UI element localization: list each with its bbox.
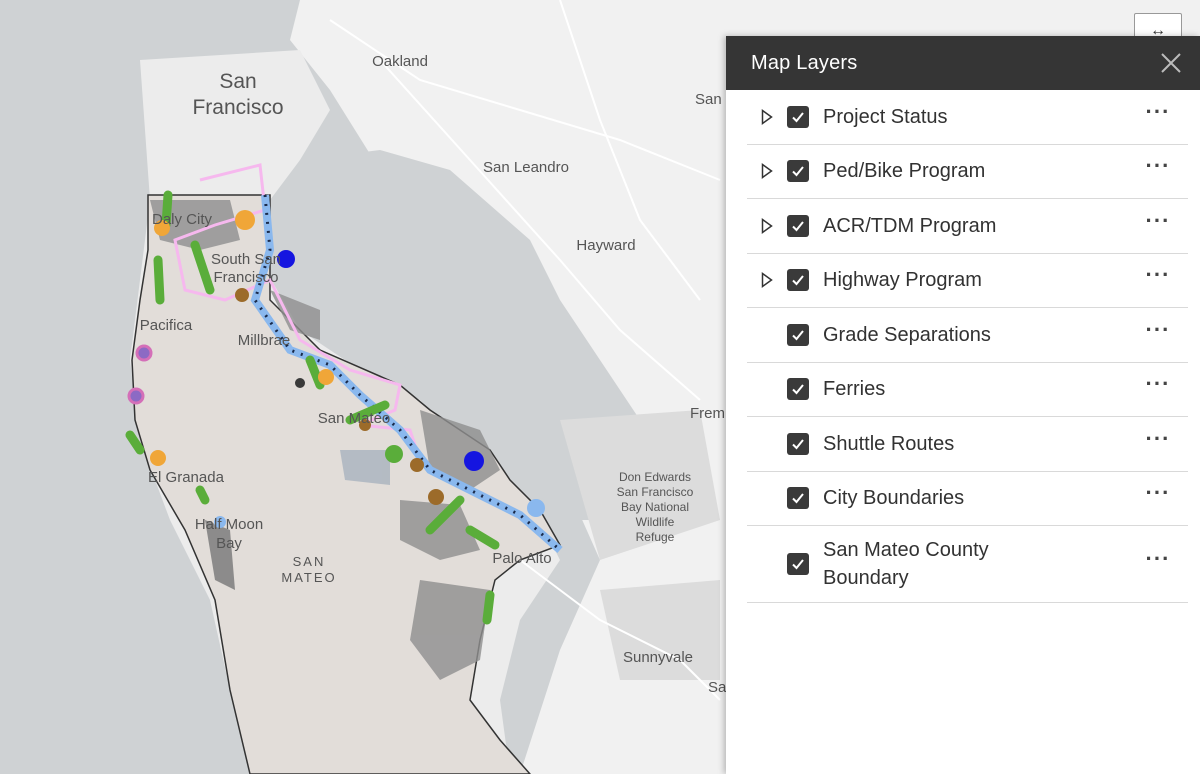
label-san-right: San <box>695 91 722 108</box>
label-el-granada: El Granada <box>148 469 225 486</box>
label-oakland: Oakland <box>372 53 428 70</box>
more-options-icon[interactable]: ··· <box>1145 153 1171 179</box>
layer-row[interactable]: Ped/Bike Program ··· <box>747 145 1188 199</box>
expander-spacer <box>747 363 787 417</box>
expand-triangle-icon[interactable] <box>747 254 787 308</box>
label-south-sf-2: Francisco <box>213 269 278 286</box>
layer-row[interactable]: ACR/TDM Program ··· <box>747 199 1188 254</box>
roads <box>329 0 721 701</box>
expander-spacer <box>747 472 787 526</box>
label-san-leandro: San Leandro <box>483 159 569 176</box>
layer-label: San Mateo County Boundary <box>823 536 1128 592</box>
map-layers-panel: Map Layers Project Status ··· Ped/Bike Pro… <box>726 36 1200 774</box>
more-options-icon[interactable]: ··· <box>1145 207 1171 233</box>
east-bay-patches <box>560 410 720 680</box>
layer-label: Shuttle Routes <box>823 432 955 455</box>
label-san-francisco-2: Francisco <box>192 96 283 119</box>
layer-visibility-checkbox[interactable] <box>787 323 809 346</box>
checkmark-icon <box>792 559 804 570</box>
label-san-francisco: San <box>219 70 256 93</box>
more-options-icon[interactable]: ··· <box>1145 371 1171 397</box>
checkmark-icon <box>792 384 804 395</box>
layer-row[interactable]: Ferries ··· <box>747 363 1188 417</box>
label-san-mateo: San Mateo <box>318 410 391 427</box>
label-half-moon-bay-2: Bay <box>216 535 242 552</box>
more-options-icon[interactable]: ··· <box>1145 425 1171 451</box>
more-options-icon[interactable]: ··· <box>1145 480 1171 506</box>
expander-spacer <box>747 417 787 471</box>
label-fremont: Frem <box>690 405 725 422</box>
more-options-icon[interactable]: ··· <box>1145 98 1171 124</box>
layer-label: ACR/TDM Program <box>823 214 997 237</box>
refuge-line-4: Wildlife <box>636 515 675 529</box>
label-hayward: Hayward <box>576 237 635 254</box>
panel-title: Map Layers <box>751 51 858 74</box>
checkmark-icon <box>792 112 804 123</box>
label-palo-alto: Palo Alto <box>492 550 551 567</box>
expand-triangle-icon[interactable] <box>747 90 787 144</box>
refuge-line-2: San Francisco <box>617 485 694 499</box>
layer-visibility-checkbox[interactable] <box>787 432 809 455</box>
layer-label: Project Status <box>823 105 948 128</box>
label-region-mateo: MATEO <box>281 570 336 585</box>
label-region-san: SAN <box>293 554 326 569</box>
label-pacifica: Pacifica <box>140 317 193 334</box>
checkmark-icon <box>792 493 804 504</box>
panel-header: Map Layers <box>726 36 1200 90</box>
swap-horizontal-icon: ↔ <box>1150 22 1166 39</box>
city-boundaries <box>150 200 500 680</box>
layer-label: Ferries <box>823 378 886 401</box>
layer-visibility-checkbox[interactable] <box>787 160 809 183</box>
close-icon[interactable] <box>1160 52 1182 74</box>
layer-label: Grade Separations <box>823 323 991 346</box>
layer-label: Highway Program <box>823 269 982 292</box>
layer-label-line: San Mateo County <box>823 539 989 561</box>
layer-list: Project Status ··· Ped/Bike Program ··· ACR/… <box>747 90 1188 603</box>
layer-row[interactable]: Shuttle Routes ··· <box>747 417 1188 472</box>
more-options-icon[interactable]: ··· <box>1145 316 1171 342</box>
more-options-icon[interactable]: ··· <box>1145 546 1171 571</box>
layer-row[interactable]: Highway Program ··· <box>747 254 1188 308</box>
expand-triangle-icon[interactable] <box>747 145 787 199</box>
layer-visibility-checkbox[interactable] <box>787 269 809 292</box>
layer-visibility-checkbox[interactable] <box>787 553 809 575</box>
refuge-line-1: Don Edwards <box>619 470 691 484</box>
layer-visibility-checkbox[interactable] <box>787 214 809 237</box>
layer-row[interactable]: San Mateo County Boundary ··· <box>747 526 1188 603</box>
layer-visibility-checkbox[interactable] <box>787 105 809 128</box>
layer-label: City Boundaries <box>823 487 965 510</box>
layer-label: Ped/Bike Program <box>823 160 986 183</box>
expander-spacer <box>747 308 787 362</box>
layer-row[interactable]: Grade Separations ··· <box>747 308 1188 363</box>
layer-row[interactable]: City Boundaries ··· <box>747 472 1188 526</box>
label-south-sf: South San <box>211 251 281 268</box>
checkmark-icon <box>792 439 804 450</box>
label-millbrae: Millbrae <box>238 332 291 349</box>
refuge-line-3: Bay National <box>621 500 689 514</box>
label-sunnyvale: Sunnyvale <box>623 649 693 666</box>
refuge-line-5: Refuge <box>636 530 675 544</box>
label-refuge: Don Edwards San Francisco Bay National W… <box>617 470 694 544</box>
label-half-moon-bay: Half Moon <box>195 516 263 533</box>
ped-bike-segments <box>125 190 500 625</box>
checkmark-icon <box>792 166 804 177</box>
more-options-icon[interactable]: ··· <box>1145 262 1171 288</box>
project-markers <box>127 210 545 528</box>
layer-row[interactable]: Project Status ··· <box>747 90 1188 145</box>
layer-visibility-checkbox[interactable] <box>787 378 809 401</box>
layer-label-line: Boundary <box>823 567 909 589</box>
rail-stations <box>253 194 561 552</box>
expand-triangle-icon[interactable] <box>747 199 787 253</box>
expander-spacer <box>747 526 787 602</box>
layer-visibility-checkbox[interactable] <box>787 487 809 510</box>
label-sa-right: Sa <box>708 679 727 696</box>
checkmark-icon <box>792 330 804 341</box>
checkmark-icon <box>792 221 804 232</box>
checkmark-icon <box>792 275 804 286</box>
label-daly-city: Daly City <box>152 211 213 228</box>
